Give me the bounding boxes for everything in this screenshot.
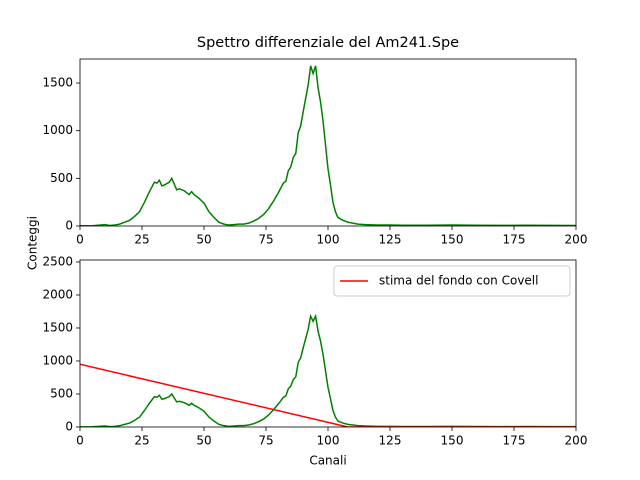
x-tick-label: 200 bbox=[565, 434, 588, 448]
x-tick-label: 50 bbox=[196, 434, 211, 448]
legend-box bbox=[333, 265, 571, 297]
x-tick-label: 100 bbox=[317, 434, 340, 448]
data-line bbox=[80, 363, 576, 427]
x-tick-label: 125 bbox=[379, 434, 402, 448]
data-line bbox=[80, 313, 576, 427]
x-tick-label: 75 bbox=[258, 434, 273, 448]
legend-label: stima del fondo con Covell bbox=[379, 274, 538, 288]
x-tick-label: 0 bbox=[76, 434, 84, 448]
y-tick-label: 2000 bbox=[42, 287, 73, 301]
y-tick-label: 1500 bbox=[42, 320, 73, 334]
chart-title: Spettro differenziale del Am241.Spe bbox=[197, 35, 459, 51]
x-tick-label: 200 bbox=[565, 233, 588, 247]
x-tick-label: 25 bbox=[134, 233, 149, 247]
x-tick-label: 75 bbox=[258, 233, 273, 247]
x-tick-label: 50 bbox=[196, 233, 211, 247]
x-tick-label: 0 bbox=[76, 233, 84, 247]
y-tick-label: 2500 bbox=[42, 254, 73, 268]
y-tick-label: 0 bbox=[65, 219, 73, 233]
y-tick-label: 500 bbox=[50, 386, 73, 400]
x-tick-label: 25 bbox=[134, 434, 149, 448]
x-tick-label: 100 bbox=[317, 233, 340, 247]
y-tick-label: 1500 bbox=[42, 76, 73, 90]
y-tick-label: 1000 bbox=[42, 353, 73, 367]
y-tick-label: 0 bbox=[65, 420, 73, 434]
x-tick-label: 150 bbox=[441, 233, 464, 247]
x-axis-label: Canali bbox=[309, 454, 346, 468]
x-tick-label: 175 bbox=[503, 434, 526, 448]
data-line bbox=[80, 65, 576, 226]
x-tick-label: 125 bbox=[379, 233, 402, 247]
x-tick-label: 150 bbox=[441, 434, 464, 448]
axes-frame bbox=[79, 58, 577, 227]
y-tick-label: 500 bbox=[50, 171, 73, 185]
y-axis-label: Conteggi bbox=[26, 216, 40, 270]
y-tick-label: 1000 bbox=[42, 123, 73, 137]
x-tick-label: 175 bbox=[503, 233, 526, 247]
